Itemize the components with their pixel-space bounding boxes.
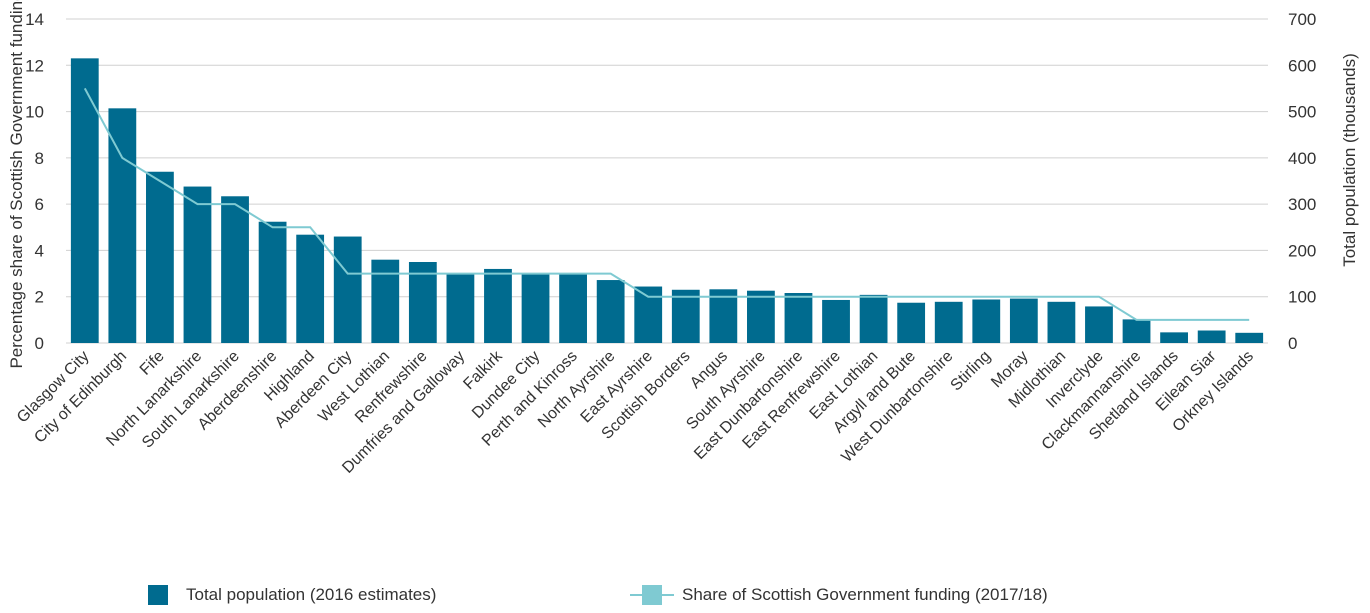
right-tick-label: 700 — [1288, 10, 1316, 29]
right-axis-title: Total population (thousands) — [1340, 53, 1359, 267]
bar-7 — [333, 236, 362, 343]
bar-15 — [634, 286, 663, 343]
left-tick-label: 14 — [25, 10, 44, 29]
bar-9 — [408, 262, 437, 343]
bar-25 — [1009, 298, 1038, 343]
bar-19 — [784, 293, 813, 343]
right-tick-label: 0 — [1288, 334, 1297, 353]
category-label: Fife — [137, 348, 168, 379]
right-tick-label: 500 — [1288, 103, 1316, 122]
bar-22 — [897, 302, 926, 343]
right-axis-ticks: 0 100 200 300 400 500 600 700 — [1288, 10, 1316, 353]
bar-31 — [1235, 332, 1264, 343]
left-tick-label: 12 — [25, 56, 44, 75]
left-axis-ticks: 0 2 4 6 8 10 12 14 — [25, 10, 44, 353]
combo-chart: 0 2 4 6 8 10 12 14 0 100 200 300 400 500 600 700 Glasg… — [7, 0, 1359, 477]
bar-27 — [1085, 306, 1113, 343]
right-tick-label: 100 — [1288, 288, 1316, 307]
legend-item-funding: Share of Scottish Government funding (20… — [630, 585, 1048, 605]
bar-11 — [484, 268, 512, 343]
category-label: Stirling — [948, 348, 995, 395]
right-tick-label: 300 — [1288, 195, 1316, 214]
left-tick-label: 6 — [35, 195, 44, 214]
bar-29 — [1160, 332, 1188, 343]
bar-30 — [1197, 330, 1226, 343]
left-tick-label: 8 — [35, 149, 44, 168]
bar-17 — [709, 289, 738, 343]
bar-14 — [596, 280, 625, 343]
bar-21 — [859, 294, 888, 343]
bar-4 — [221, 196, 249, 343]
bar-5 — [258, 221, 287, 343]
bar-8 — [371, 259, 400, 343]
legend-label-population: Total population (2016 estimates) — [186, 585, 437, 604]
legend-item-population: Total population (2016 estimates) — [148, 585, 436, 605]
legend-label-funding: Share of Scottish Government funding (20… — [682, 585, 1048, 604]
bar-10 — [446, 274, 475, 343]
right-tick-label: 400 — [1288, 149, 1316, 168]
right-tick-label: 600 — [1288, 56, 1316, 75]
left-tick-label: 2 — [35, 288, 44, 307]
bar-6 — [296, 234, 325, 343]
bar-0 — [70, 58, 99, 343]
legend-line-swatch — [630, 585, 674, 605]
right-tick-label: 200 — [1288, 241, 1316, 260]
funding-share-line — [83, 87, 1250, 321]
left-tick-label: 10 — [25, 103, 44, 122]
legend: Total population (2016 estimates) Share … — [0, 585, 1370, 613]
bar-16 — [671, 289, 700, 343]
bar-18 — [747, 290, 775, 343]
left-axis-title: Percentage share of Scottish Government … — [7, 0, 26, 369]
bar-26 — [1047, 301, 1076, 343]
bar-2 — [146, 171, 174, 343]
bar-13 — [559, 273, 587, 343]
bar-28 — [1122, 319, 1151, 343]
bar-3 — [183, 186, 212, 343]
bar-1 — [108, 108, 137, 344]
population-bars — [70, 58, 1264, 344]
bar-23 — [934, 301, 963, 343]
bar-12 — [521, 274, 550, 343]
left-tick-label: 0 — [35, 334, 44, 353]
bar-20 — [822, 299, 850, 343]
legend-bar-swatch — [148, 585, 168, 605]
bar-24 — [972, 299, 1001, 343]
left-tick-label: 4 — [35, 241, 44, 260]
